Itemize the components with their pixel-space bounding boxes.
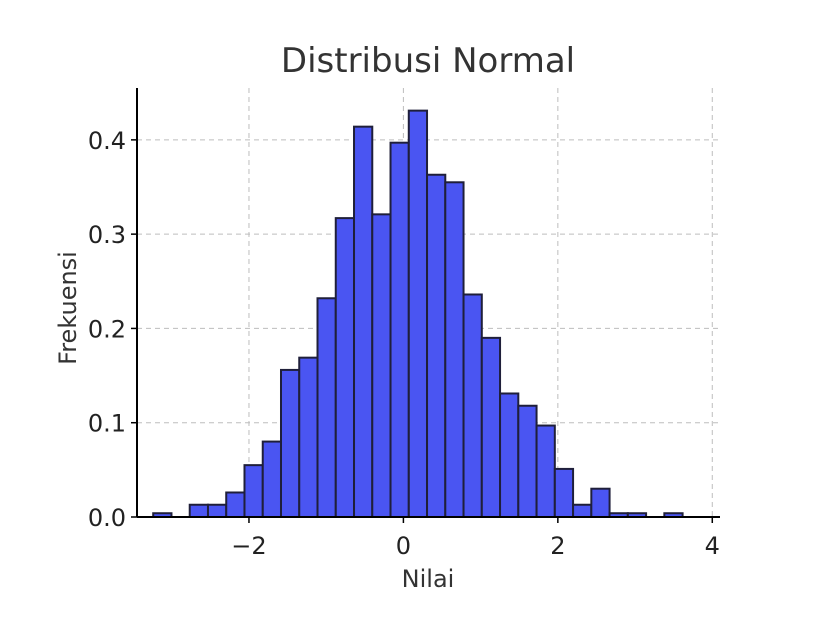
- histogram-bar: [426, 173, 447, 518]
- y-tick-label: 0.0: [88, 504, 126, 532]
- histogram-bar: [371, 213, 392, 518]
- x-axis-label: Nilai: [402, 565, 455, 593]
- histogram-bar: [261, 440, 282, 519]
- histogram-bar: [316, 297, 337, 518]
- x-tick-label: 4: [705, 532, 720, 560]
- histogram-bar: [334, 217, 356, 518]
- x-tick-label: 0: [396, 532, 411, 560]
- x-tick-label: −2: [231, 532, 266, 560]
- histogram-bar: [225, 491, 246, 519]
- chart-title: Distribusi Normal: [281, 41, 575, 81]
- axis-ticks: −2 0 2 4 0.0 0.1 0.2 0.3 0.4: [88, 127, 720, 560]
- y-tick-label: 0.2: [88, 315, 126, 343]
- histogram-bar: [553, 467, 575, 518]
- histogram-bar: [590, 487, 611, 519]
- histogram-bar: [243, 464, 264, 518]
- y-axis-label: Frekuensi: [54, 251, 82, 365]
- histogram-bar: [535, 424, 556, 518]
- y-tick-label: 0.1: [88, 410, 126, 438]
- y-tick-label: 0.3: [88, 221, 126, 249]
- histogram-bar: [499, 392, 520, 518]
- histogram-bar: [462, 293, 483, 518]
- y-tick-label: 0.4: [88, 127, 126, 155]
- histogram-bar: [480, 336, 502, 518]
- histogram-bar: [298, 356, 319, 518]
- histogram-bar: [517, 404, 538, 518]
- histogram-bar: [188, 503, 209, 519]
- histogram-bar: [206, 503, 228, 519]
- histogram-bar: [572, 503, 593, 519]
- histogram-bar: [389, 141, 410, 519]
- histogram-bar: [279, 368, 301, 518]
- bars: [152, 109, 684, 519]
- histogram-bar: [407, 109, 429, 518]
- histogram-bar: [353, 125, 374, 519]
- x-tick-label: 2: [550, 532, 565, 560]
- histogram-bar: [444, 181, 465, 519]
